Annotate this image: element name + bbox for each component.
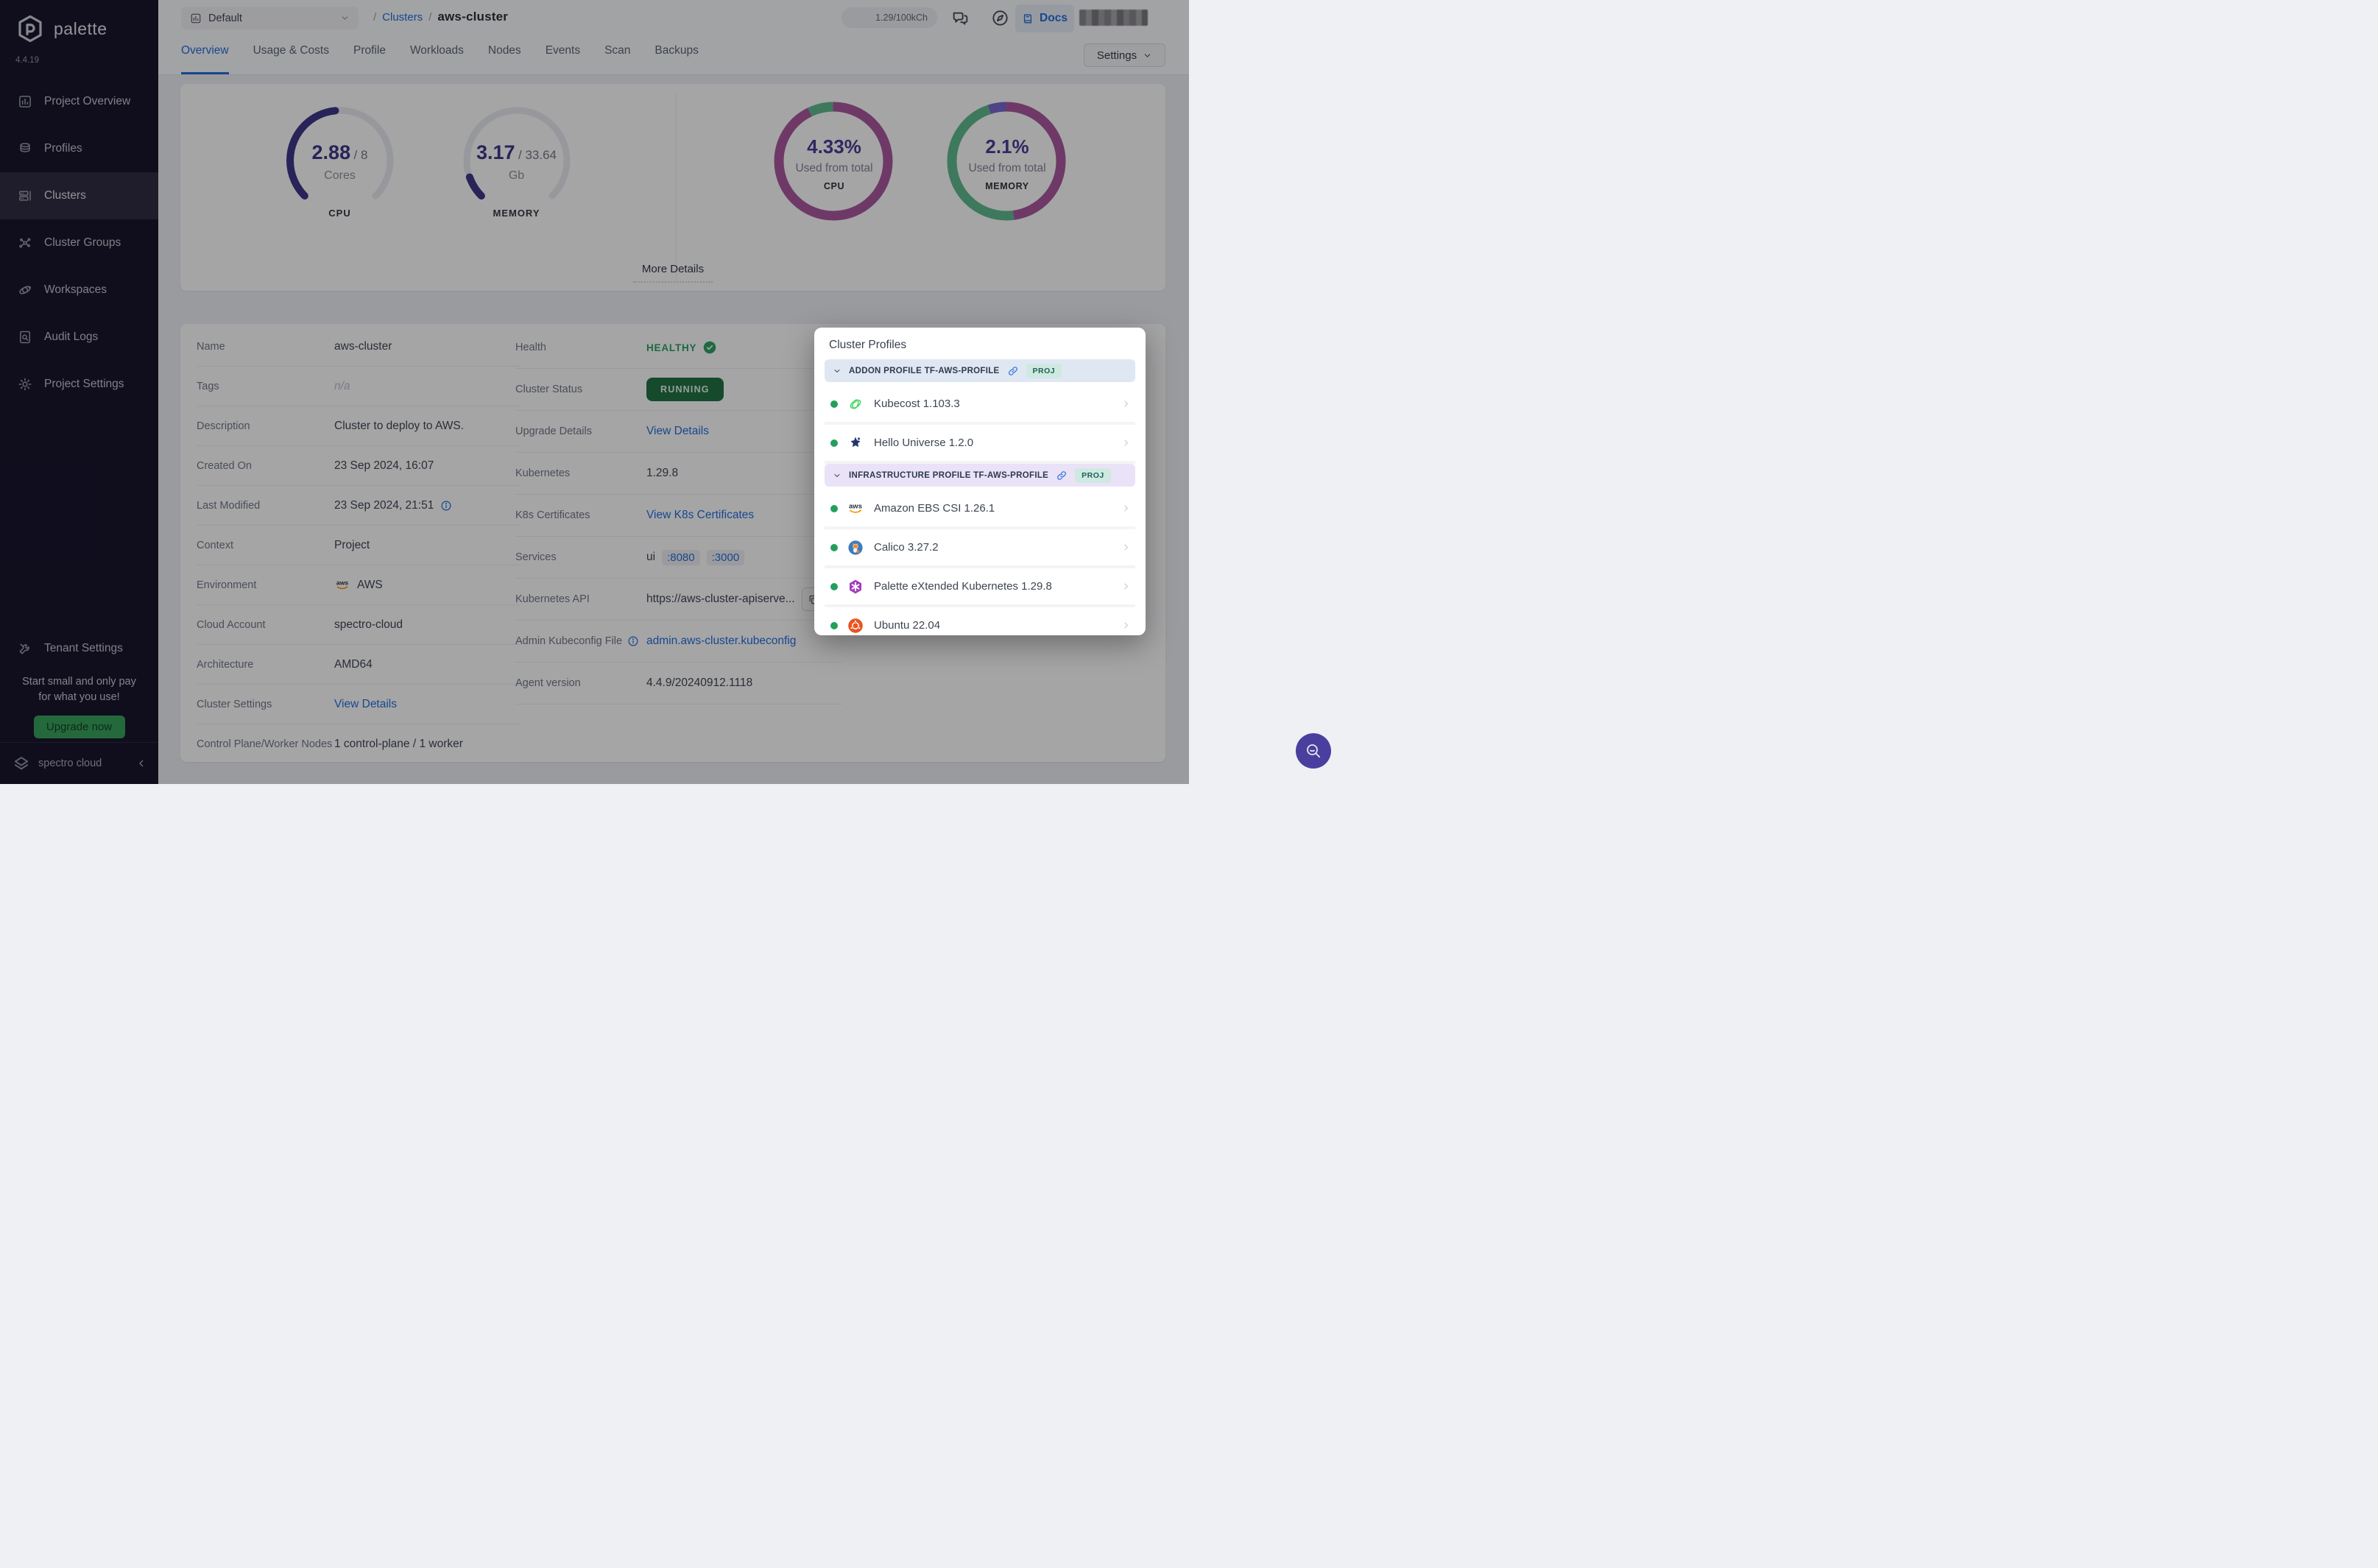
status-dot [830,505,838,512]
search-icon [1305,742,1322,760]
hello-universe-icon [847,434,864,452]
search-fab[interactable] [1296,733,1331,769]
popup-title: Cluster Profiles [814,328,1146,359]
pack-name: Amazon EBS CSI 1.26.1 [874,502,995,515]
pack-name: Kubecost 1.103.3 [874,398,960,410]
ubuntu-icon [847,617,864,635]
profile-section-title: ADDON PROFILE TF-AWS-PROFILE [849,367,1000,375]
profile-pack-palette-extended-kubernetes-1-29-8[interactable]: Palette eXtended Kubernetes 1.29.8 [825,568,1135,607]
chevron-right-icon [1121,399,1131,409]
profile-pack-ubuntu-22-04[interactable]: Ubuntu 22.04 [825,607,1135,635]
svg-text:aws: aws [849,502,862,510]
calico-icon [847,539,864,557]
pack-name: Palette eXtended Kubernetes 1.29.8 [874,580,1052,593]
scope-badge: PROJ [1075,468,1111,483]
link-icon[interactable] [1007,365,1019,377]
chevron-right-icon [1121,438,1131,448]
status-dot [830,439,838,447]
profile-section-header[interactable]: INFRASTRUCTURE PROFILE TF-AWS-PROFILE PR… [825,464,1135,487]
link-icon[interactable] [1056,470,1068,481]
cluster-profiles-popup: Cluster Profiles ADDON PROFILE TF-AWS-PR… [814,328,1146,635]
chevron-down-icon [833,367,842,375]
scope-badge: PROJ [1026,364,1062,378]
kubecost-icon [847,395,864,413]
profile-section-title: INFRASTRUCTURE PROFILE TF-AWS-PROFILE [849,471,1048,480]
pack-name: Ubuntu 22.04 [874,619,940,632]
status-dot [830,400,838,408]
profile-pack-list: aws Amazon EBS CSI 1.26.1 Calico 3.27.2 … [825,490,1135,635]
profile-pack-hello-universe-1-2-0[interactable]: Hello Universe 1.2.0 [825,425,1135,464]
chevron-right-icon [1121,621,1131,630]
profile-pack-kubecost-1-103-3[interactable]: Kubecost 1.103.3 [825,386,1135,425]
profile-pack-amazon-ebs-csi-1-26-1[interactable]: aws Amazon EBS CSI 1.26.1 [825,490,1135,529]
aws-icon: aws [847,500,864,518]
pack-name: Hello Universe 1.2.0 [874,437,973,449]
chevron-right-icon [1121,543,1131,552]
chevron-right-icon [1121,582,1131,591]
profile-pack-list: Kubecost 1.103.3 Hello Universe 1.2.0 [825,386,1135,464]
pack-name: Calico 3.27.2 [874,541,939,554]
chevron-down-icon [833,471,842,480]
status-dot [830,544,838,551]
status-dot [830,583,838,590]
pxk-icon [847,578,864,596]
profile-section-header[interactable]: ADDON PROFILE TF-AWS-PROFILE PROJ [825,359,1135,382]
chevron-right-icon [1121,504,1131,513]
status-dot [830,622,838,629]
profile-pack-calico-3-27-2[interactable]: Calico 3.27.2 [825,529,1135,568]
